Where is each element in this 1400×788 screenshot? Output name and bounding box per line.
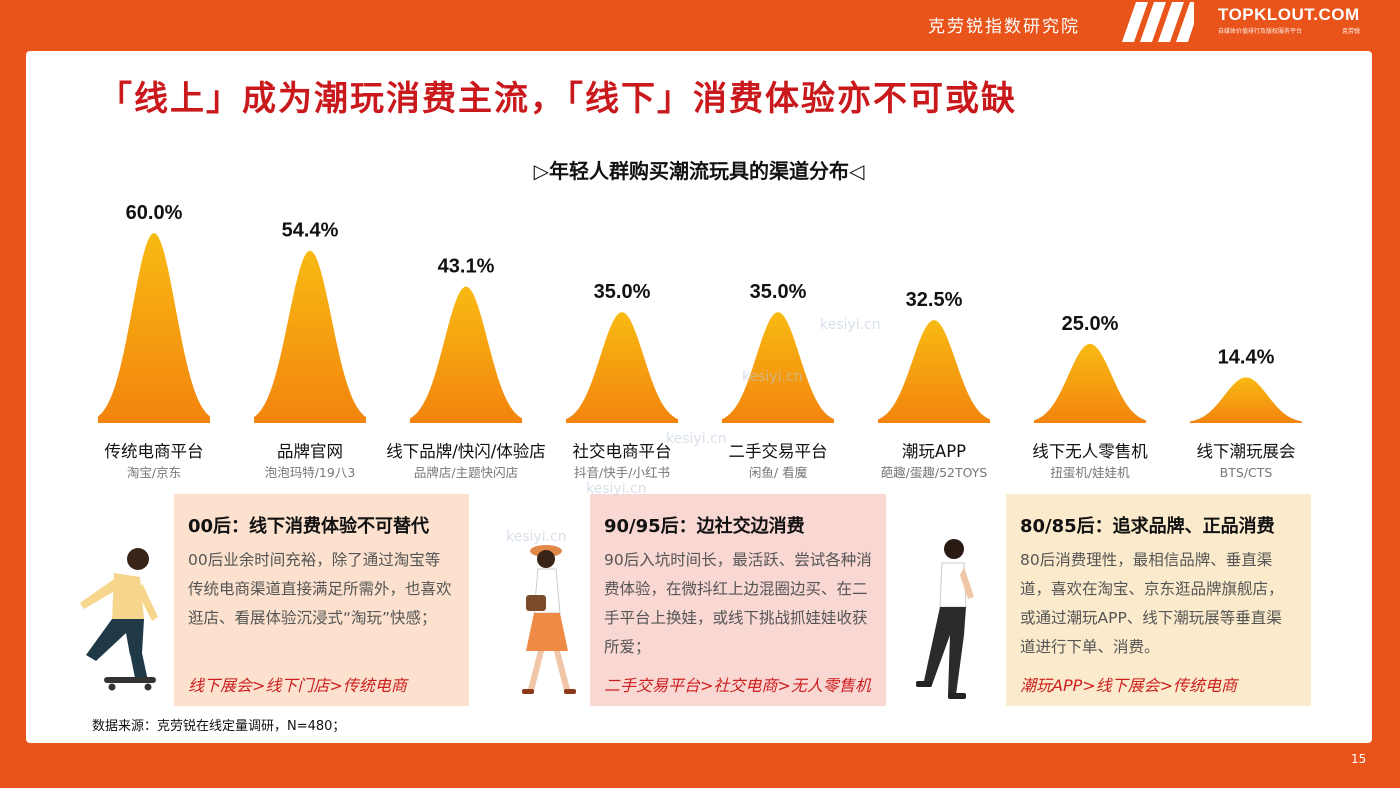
category-sublabel-5: 葩趣/蛋趣/52TOYS bbox=[881, 465, 988, 480]
value-label-0: 60.0% bbox=[126, 202, 183, 224]
category-sublabel-0: 淘宝/京东 bbox=[127, 465, 181, 480]
category-sublabel-1: 泡泡玛特/19八3 bbox=[265, 465, 356, 480]
category-sublabel-2: 品牌店/主题快闪店 bbox=[414, 465, 518, 480]
category-sublabel-3: 抖音/快手/小红书 bbox=[574, 465, 670, 480]
category-label-2: 线下品牌/快闪/体验店 bbox=[386, 442, 546, 461]
category-label-5: 潮玩APP bbox=[902, 442, 966, 461]
stripes-logo-icon bbox=[1122, 2, 1194, 42]
data-source-note: 数据来源：克劳锐在线定量调研，N=480； bbox=[92, 719, 346, 734]
value-label-3: 35.0% bbox=[594, 281, 651, 303]
chart-title: ▷年轻人群购买潮流玩具的渠道分布◁ bbox=[533, 159, 865, 183]
content-card: 「线上」成为潮玩消费主流，「线下」消费体验亦不可或缺 ▷年轻人群购买潮流玩具的渠… bbox=[26, 51, 1372, 743]
panel-body: 80后消费理性，最相信品牌、垂直渠道，喜欢在淘宝、京东逛品牌旗舰店，或通过潮玩A… bbox=[1020, 551, 1284, 656]
category-label-1: 品牌官网 bbox=[277, 442, 343, 461]
watermark: kesiyi.cn bbox=[506, 529, 567, 545]
panel-title: 80/85后：追求品牌、正品消费 bbox=[1020, 516, 1275, 537]
bell-mark-0 bbox=[98, 233, 210, 423]
watermark: kesiyi.cn bbox=[586, 481, 647, 497]
watermark: kesiyi.cn bbox=[742, 369, 803, 385]
panel-gen00: 00后：线下消费体验不可替代 00后业余时间充裕，除了通过淘宝等传统电商渠道直接… bbox=[174, 494, 469, 706]
bell-mark-2 bbox=[410, 286, 522, 423]
bell-mark-7 bbox=[1190, 377, 1302, 423]
brand-logo: TOPKLOUT.COM bbox=[1218, 5, 1360, 24]
category-sublabel-4: 闲鱼/ 看魔 bbox=[749, 465, 808, 480]
page-title: 「线上」成为潮玩消费主流，「线下」消费体验亦不可或缺 bbox=[98, 79, 1017, 119]
value-label-6: 25.0% bbox=[1062, 313, 1119, 335]
panel-channel-path: 潮玩APP>线下展会>传统电商 bbox=[1020, 676, 1238, 695]
panel-body: 90后入坑时间长，最活跃、尝试各种消费体验，在微抖红上边混圈边买、在二手平台上换… bbox=[604, 551, 872, 656]
page-number: 15 bbox=[1351, 752, 1367, 766]
value-label-7: 14.4% bbox=[1218, 346, 1275, 368]
panel-title: 00后：线下消费体验不可替代 bbox=[188, 516, 430, 537]
category-label-3: 社交电商平台 bbox=[573, 442, 672, 461]
bell-mark-4 bbox=[722, 312, 834, 423]
category-label-6: 线下无人零售机 bbox=[1032, 442, 1148, 461]
bell-mark-5 bbox=[878, 320, 990, 423]
top-bar: 克劳锐指数研究院 TOPKLOUT.COM 自媒体价值排行及版权服务平台 克劳锐 bbox=[0, 0, 1400, 46]
bell-mark-3 bbox=[566, 312, 678, 423]
category-sublabel-7: BTS/CTS bbox=[1220, 465, 1273, 480]
watermark: kesiyi.cn bbox=[666, 431, 727, 447]
category-label-7: 线下潮玩展会 bbox=[1197, 442, 1296, 461]
panel-gen80: 80/85后：追求品牌、正品消费 80后消费理性，最相信品牌、垂直渠道，喜欢在淘… bbox=[1006, 494, 1311, 706]
category-label-4: 二手交易平台 bbox=[729, 442, 828, 461]
category-label-0: 传统电商平台 bbox=[105, 442, 204, 461]
bell-mark-1 bbox=[254, 250, 366, 423]
org-name: 克劳锐指数研究院 bbox=[928, 17, 1080, 37]
value-label-5: 32.5% bbox=[906, 289, 963, 311]
value-label-1: 54.4% bbox=[282, 220, 339, 242]
bell-mark-6 bbox=[1034, 343, 1146, 423]
value-label-4: 35.0% bbox=[750, 281, 807, 303]
watermark: kesiyi.cn bbox=[820, 317, 881, 333]
panel-channel-path: 线下展会>线下门店>传统电商 bbox=[188, 676, 407, 695]
category-sublabel-6: 扭蛋机/娃娃机 bbox=[1050, 465, 1130, 480]
panel-title: 90/95后：边社交边消费 bbox=[604, 516, 805, 537]
panel-body: 00后业余时间充裕，除了通过淘宝等传统电商渠道直接满足所需外，也喜欢逛店、看展体… bbox=[188, 551, 452, 627]
brand-subtitle: 自媒体价值排行及版权服务平台 克劳锐 bbox=[1218, 28, 1360, 35]
girl-walking-illustration bbox=[522, 545, 576, 694]
skateboarder-illustration bbox=[80, 548, 158, 691]
man-walking-illustration bbox=[916, 539, 974, 699]
panel-gen90: 90/95后：边社交边消费 90后入坑时间长，最活跃、尝试各种消费体验，在微抖红… bbox=[590, 494, 886, 706]
panel-channel-path: 二手交易平台>社交电商>无人零售机 bbox=[604, 676, 871, 695]
value-label-2: 43.1% bbox=[438, 256, 495, 278]
